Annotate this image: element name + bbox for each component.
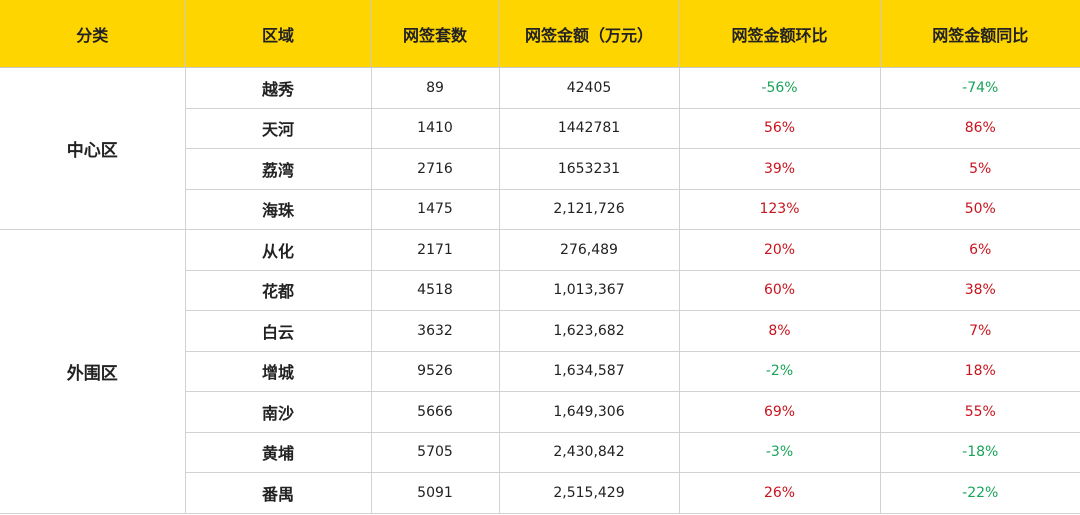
table-row: 南沙 5666 1,649,306 69% 55% [0,391,1080,433]
yoy-cell: -18% [879,431,1080,473]
amount-cell: 42405 [498,67,680,109]
amount-cell: 1442781 [498,107,680,149]
table-row: 外围区 从化 2171 276,489 20% 6% [0,229,1080,514]
units-cell: 5091 [370,472,500,514]
region-cell: 海珠 [184,188,372,230]
units-cell: 3632 [370,310,500,352]
amount-cell: 1,013,367 [498,269,680,311]
group-cell: 中心区 [0,67,186,230]
region-cell: 从化 [184,229,372,271]
units-cell: 1410 [370,107,500,149]
amount-cell: 276,489 [498,229,680,271]
region-cell: 荔湾 [184,148,372,190]
yoy-cell: -74% [879,67,1080,109]
group-cell: 外围区 [0,229,186,514]
table-row: 天河 1410 1442781 56% 86% [0,107,1080,149]
mom-cell: -2% [678,350,881,392]
amount-cell: 1653231 [498,148,680,190]
amount-cell: 1,634,587 [498,350,680,392]
table-body: 中心区 越秀 89 42405 -56% -74% 天河 1410 1442781 56% 86% 荔… [0,67,1080,514]
table-row: 番禺 5091 2,515,429 26% -22% [0,472,1080,514]
amount-cell: 2,121,726 [498,188,680,230]
yoy-cell: 55% [879,391,1080,433]
region-cell: 花都 [184,269,372,311]
mom-cell: -3% [678,431,881,473]
mom-cell: 60% [678,269,881,311]
yoy-cell: 86% [879,107,1080,149]
region-cell: 番禺 [184,472,372,514]
region-cell: 黄埔 [184,431,372,473]
units-cell: 5666 [370,391,500,433]
amount-cell: 1,623,682 [498,310,680,352]
units-cell: 89 [370,67,500,109]
mom-cell: 123% [678,188,881,230]
mom-cell: 8% [678,310,881,352]
yoy-cell: 38% [879,269,1080,311]
units-cell: 2171 [370,229,500,271]
yoy-cell: 50% [879,188,1080,230]
region-cell: 白云 [184,310,372,352]
mom-cell: 69% [678,391,881,433]
mom-cell: 20% [678,229,881,271]
yoy-cell: 5% [879,148,1080,190]
table-row: 增城 9526 1,634,587 -2% 18% [0,350,1080,392]
units-cell: 4518 [370,269,500,311]
amount-cell: 1,649,306 [498,391,680,433]
mom-cell: 26% [678,472,881,514]
header-yoy: 网签金额同比 [879,0,1080,68]
header-mom: 网签金额环比 [678,0,881,68]
yoy-cell: 7% [879,310,1080,352]
region-cell: 天河 [184,107,372,149]
units-cell: 5705 [370,431,500,473]
header-units: 网签套数 [370,0,500,68]
units-cell: 1475 [370,188,500,230]
region-cell: 越秀 [184,67,372,109]
table-row: 荔湾 2716 1653231 39% 5% [0,148,1080,190]
mom-cell: 39% [678,148,881,190]
header-amount: 网签金额（万元） [498,0,680,68]
yoy-cell: 6% [879,229,1080,271]
amount-cell: 2,515,429 [498,472,680,514]
table-row: 中心区 越秀 89 42405 -56% -74% [0,67,1080,230]
region-cell: 南沙 [184,391,372,433]
units-cell: 2716 [370,148,500,190]
header-region: 区域 [184,0,372,68]
units-cell: 9526 [370,350,500,392]
amount-cell: 2,430,842 [498,431,680,473]
region-cell: 增城 [184,350,372,392]
yoy-cell: -22% [879,472,1080,514]
yoy-cell: 18% [879,350,1080,392]
table-header-row: 分类 区域 网签套数 网签金额（万元） 网签金额环比 网签金额同比 [0,0,1080,68]
mom-cell: -56% [678,67,881,109]
header-category: 分类 [0,0,186,68]
table-row: 花都 4518 1,013,367 60% 38% [0,269,1080,311]
mom-cell: 56% [678,107,881,149]
